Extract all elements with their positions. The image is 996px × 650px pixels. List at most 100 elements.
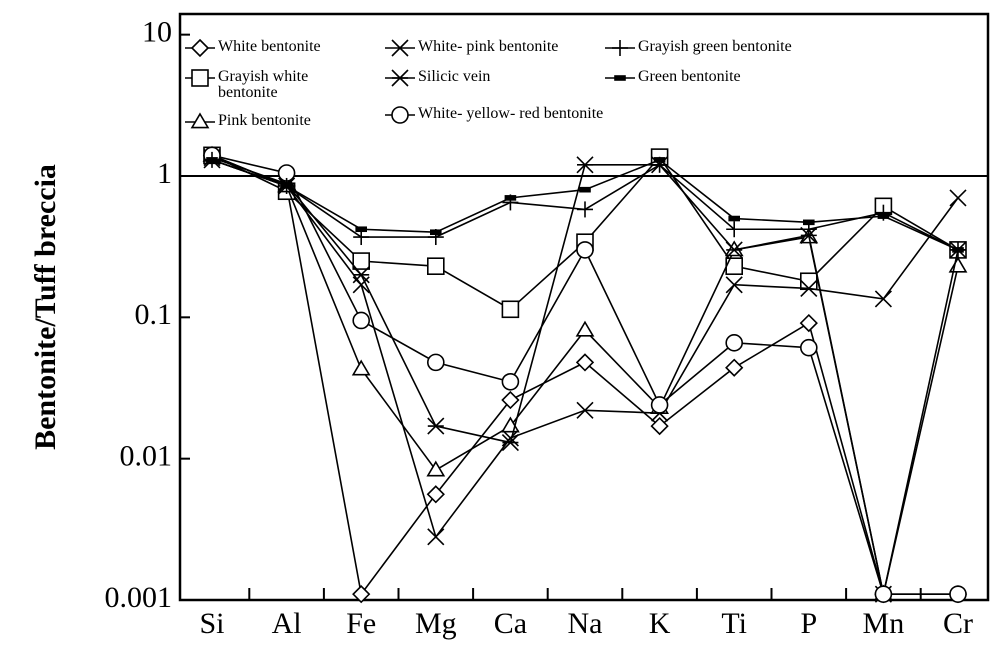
marker [949,585,967,603]
marker [429,229,442,236]
marker [576,241,594,259]
marker [800,279,818,298]
x-tick-label: Ti [721,607,747,640]
marker-part [352,585,371,604]
marker-part [575,353,595,372]
marker-part [206,157,218,163]
marker [725,334,744,352]
marker [280,183,293,189]
marker [725,241,743,259]
marker [614,75,626,81]
marker-part [949,189,967,207]
legend-label-box: White bentonite [218,39,321,55]
marker [391,69,409,87]
marker-part [426,485,445,504]
legend-label: Silicic vein [418,69,491,85]
legend-label-box: Silicic vein [418,69,491,85]
marker-part [725,276,743,294]
legend-item: Green bentonite [605,69,741,85]
legend-label-box: Grayish white bentonite [218,69,309,101]
series-line [211,156,959,595]
y-tick-label: 10 [142,16,172,49]
marker-part [949,585,967,603]
x-tick-label: Cr [943,607,973,640]
marker-part [576,241,594,259]
legend-label-box: White- pink bentonite [418,39,559,55]
x-tick-label: Mg [415,607,457,640]
marker-part [190,38,210,58]
legend-item: White- yellow- red bentonite [385,106,604,124]
marker [351,359,371,376]
marker-part [501,372,520,391]
x-tick-label: Si [199,607,224,640]
marker [391,106,409,124]
legend-label: White- yellow- red bentonite [418,106,604,122]
marker [802,219,815,226]
marker [650,416,669,436]
marker [352,311,371,330]
marker-part [191,69,209,87]
marker [650,396,669,414]
marker-part [802,219,815,226]
marker [949,189,967,207]
marker [612,40,628,56]
marker-part [877,213,890,219]
marker [725,276,743,294]
legend-item: Grayish white bentonite [185,69,309,101]
marker-part [614,75,626,81]
marker-part [952,247,964,253]
marker-part [391,106,409,124]
marker-part [799,338,818,357]
marker [874,290,892,308]
marker [391,39,409,57]
y-tick-label: 0.01 [120,440,173,473]
marker-part [501,300,520,319]
marker [352,252,371,270]
marker [501,372,520,391]
marker [352,266,370,284]
marker [576,156,594,174]
marker [427,528,445,546]
marker-part [728,215,741,222]
marker-part [948,256,968,273]
marker-part [427,528,445,546]
legend-label: White- pink bentonite [418,39,559,55]
marker [426,257,445,276]
marker [728,215,741,222]
marker [355,226,368,233]
plot-frame [178,12,990,602]
x-tick-label: Ca [494,607,527,640]
marker [799,313,818,333]
legend-label-box: Pink bentonite [218,113,311,129]
legend-label: Pink bentonite [218,113,311,129]
marker-part [355,226,368,233]
marker-part [426,353,445,372]
y-axis-label: Bentonite/Tuff breccia [29,164,62,450]
marker-part [650,416,669,436]
marker [948,256,968,273]
marker [725,358,744,377]
marker-part [800,279,818,298]
marker [575,353,595,372]
marker-part [799,272,818,291]
marker [191,69,209,87]
marker-part [426,460,446,477]
marker-part [579,186,591,193]
y-tick-label: 0.001 [105,581,173,614]
legend-label: White bentonite [218,39,321,55]
marker [799,272,818,291]
marker-part [725,358,744,377]
legend-item: Silicic vein [385,69,491,87]
marker [501,390,520,410]
marker-part [576,401,594,419]
legend-label-box: Grayish green bentonite [638,39,792,55]
marker-part [426,257,445,276]
marker-part [650,396,669,414]
marker-part [280,183,293,189]
legend-label: Grayish white bentonite [218,69,309,101]
marker [576,401,594,419]
marker-part [725,334,744,352]
marker-part [429,229,442,236]
legend-label: Green bentonite [638,69,741,85]
x-tick-label: Na [568,607,603,640]
